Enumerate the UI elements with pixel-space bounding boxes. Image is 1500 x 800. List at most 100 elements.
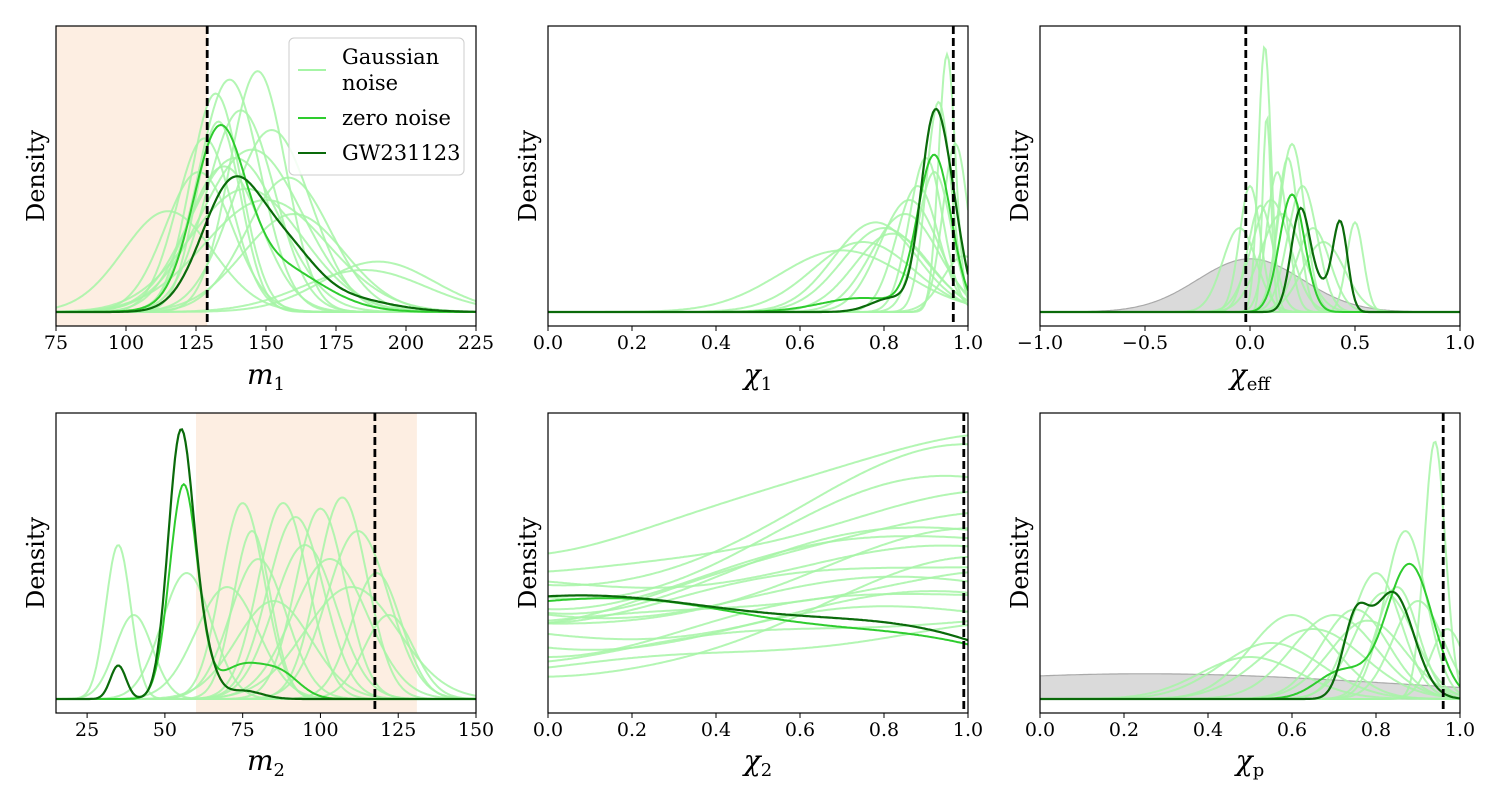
prior-distribution xyxy=(1040,258,1460,313)
x-tick-label: 125 xyxy=(178,332,214,354)
gaussian-noise-curve-17 xyxy=(548,535,968,611)
panel-chip: 0.0 0.2 0.4 0.6 0.8 1.0 Density χp xyxy=(1006,412,1475,781)
xlabel-sub: 1 xyxy=(761,374,772,395)
gaussian-noise-curve-13 xyxy=(548,623,968,669)
x-tick-label: 75 xyxy=(44,332,68,354)
x-tick-label: 0.0 xyxy=(533,332,563,354)
shaded-region xyxy=(56,26,208,326)
xlabel-sub: 2 xyxy=(274,760,285,781)
x-tick-label: 150 xyxy=(458,719,494,741)
x-tick-label: 0.2 xyxy=(617,719,647,741)
gaussian-noise-curve-0 xyxy=(548,434,968,555)
xlabel-main: χ xyxy=(742,744,763,777)
xlabel-sub: 2 xyxy=(761,760,772,781)
axes-frame xyxy=(55,412,477,714)
ylabel: Density xyxy=(22,517,50,610)
x-tick-label: 175 xyxy=(318,332,354,354)
x-tick-label: 150 xyxy=(248,332,284,354)
legend-box xyxy=(288,37,465,176)
xlabel: χp xyxy=(1234,744,1265,781)
x-tick-label: 0.8 xyxy=(869,719,899,741)
x-tick-label: 0.0 xyxy=(1235,332,1265,354)
legend-label-gaussian-line2: noise xyxy=(342,71,398,95)
axes-frame xyxy=(547,25,969,327)
shaded-region xyxy=(196,413,417,713)
axes-frame xyxy=(547,412,969,714)
xlabel: χ2 xyxy=(742,744,772,781)
legend: Gaussian noise zero noise GW231123 xyxy=(288,37,465,176)
x-tick-label: 0.4 xyxy=(701,719,731,741)
gaussian-noise-curve-16 xyxy=(548,575,968,620)
gaussian-noise-curve-11 xyxy=(548,593,968,658)
gw231123-curve xyxy=(1040,206,1460,314)
ylabel: Density xyxy=(22,130,50,223)
gaussian-noise-curve-2 xyxy=(548,156,968,313)
gaussian-noise-curve-12 xyxy=(548,620,968,663)
x-tick-label: 0.6 xyxy=(1277,719,1307,741)
x-tick-label: 0.5 xyxy=(1340,332,1370,354)
ylabel: Density xyxy=(1006,130,1034,223)
xlabel-main: m xyxy=(247,358,274,391)
gaussian-noise-curve-6 xyxy=(548,241,968,313)
xlabel: χeff xyxy=(1228,358,1272,395)
xlabel: m1 xyxy=(247,358,285,395)
x-tick-label: −0.5 xyxy=(1122,332,1168,354)
xlabel-main: m xyxy=(247,744,274,777)
x-tick-label: 225 xyxy=(458,332,494,354)
legend-label-gaussian-line1: Gaussian xyxy=(342,45,439,69)
gw231123-curve xyxy=(548,107,968,314)
xlabel-sub: eff xyxy=(1247,374,1272,395)
x-tick-label: 0.2 xyxy=(617,332,647,354)
gaussian-noise-curve-6 xyxy=(548,512,968,624)
x-tick-label: 0.4 xyxy=(1193,719,1223,741)
gaussian-noise-curve-0 xyxy=(1040,440,1460,700)
ylabel: Density xyxy=(514,517,542,610)
gaussian-noise-curve-5 xyxy=(548,184,968,313)
x-tick-label: 25 xyxy=(75,719,99,741)
gaussian-noise-curve-2 xyxy=(548,443,968,587)
x-tick-label: 1.0 xyxy=(1445,332,1475,354)
gaussian-noise-curve-14 xyxy=(548,555,968,678)
x-tick-label: 0.0 xyxy=(1025,719,1055,741)
ylabel: Density xyxy=(1006,517,1034,610)
gaussian-noise-curve-15 xyxy=(548,544,968,589)
panel-m1: 75 100 125 150 175 200 225 Density m1 xyxy=(22,25,494,395)
x-tick-label: 0.6 xyxy=(785,332,815,354)
x-tick-label: 50 xyxy=(153,719,177,741)
legend-label-zero-noise: zero noise xyxy=(342,106,451,130)
xlabel-main: χ xyxy=(742,358,763,391)
x-tick-label: 0.6 xyxy=(785,719,815,741)
xlabel-main: χ xyxy=(1234,744,1255,777)
gaussian-noise-curve-8 xyxy=(548,527,968,625)
xlabel-main: χ xyxy=(1228,358,1249,391)
gw231123-curve xyxy=(548,594,968,642)
xlabel-sub: 1 xyxy=(274,374,285,395)
xlabel-sub: p xyxy=(1253,760,1265,781)
panel-chi2: 0.0 0.2 0.4 0.6 0.8 1.0 Density χ2 xyxy=(514,412,983,781)
x-tick-label: 1.0 xyxy=(953,719,983,741)
xlabel: χ1 xyxy=(742,358,772,395)
zero-noise-curve xyxy=(548,153,968,313)
panel-chi1: 0.0 0.2 0.4 0.6 0.8 1.0 Density χ1 xyxy=(514,25,983,395)
x-tick-label: 1.0 xyxy=(953,332,983,354)
panel-chieff: −1.0 −0.5 0.0 0.5 1.0 Density χeff xyxy=(1006,25,1475,395)
x-tick-label: 0.4 xyxy=(701,332,731,354)
gw231123-curve xyxy=(1040,590,1460,701)
gw231123-curve xyxy=(56,428,476,701)
ylabel: Density xyxy=(514,130,542,223)
gaussian-noise-curve-7 xyxy=(548,571,968,622)
x-tick-label: 200 xyxy=(388,332,424,354)
zero-noise-curve xyxy=(548,597,968,646)
x-tick-label: 100 xyxy=(108,332,144,354)
x-tick-label: 1.0 xyxy=(1445,719,1475,741)
axes-frame xyxy=(1039,412,1461,714)
x-tick-label: 75 xyxy=(231,719,255,741)
xlabel: m2 xyxy=(247,744,285,781)
x-tick-label: −1.0 xyxy=(1017,332,1063,354)
prior-distribution xyxy=(1040,673,1460,700)
x-tick-label: 0.2 xyxy=(1109,719,1139,741)
gw231123-curve xyxy=(56,175,476,314)
x-tick-label: 100 xyxy=(302,719,338,741)
x-tick-label: 0.0 xyxy=(533,719,563,741)
